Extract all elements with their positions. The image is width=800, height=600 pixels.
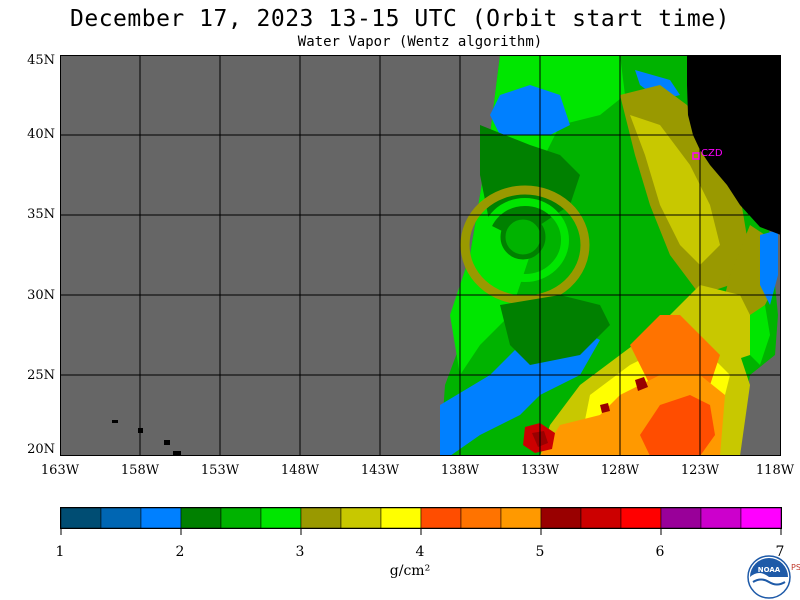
colorbar-swatch	[580, 507, 622, 529]
colorbar-swatch	[380, 507, 422, 529]
psl-letters: PSL	[791, 563, 800, 572]
colorbar-swatch	[740, 507, 782, 529]
lon-label-123w: 123W	[680, 463, 720, 478]
colorbar-tick-6: 6	[655, 544, 665, 560]
colorbar-tick-3: 3	[295, 544, 305, 560]
colorbar-swatch	[140, 507, 182, 529]
map-subtitle: Water Vapor (Wentz algorithm)	[297, 34, 543, 50]
color-scale-bar	[60, 507, 782, 535]
lat-label-35n: 35N	[27, 207, 55, 222]
lon-label-158w: 158W	[120, 463, 160, 478]
map-frame	[60, 55, 781, 456]
lat-label-30n: 30N	[27, 288, 55, 303]
noaa-logo: NOAA	[747, 555, 791, 599]
lon-label-148w: 148W	[280, 463, 320, 478]
colorbar-swatch	[500, 507, 542, 529]
colorbar-swatch	[100, 507, 142, 529]
colorbar-tick-1: 1	[55, 544, 65, 560]
colorbar-swatch	[660, 507, 702, 529]
colorbar-tick-5: 5	[535, 544, 545, 560]
colorbar-frame	[60, 507, 782, 529]
lon-label-133w: 133W	[520, 463, 560, 478]
lon-label-163w: 163W	[40, 463, 80, 478]
map-title: December 17, 2023 13-15 UTC (Orbit start…	[70, 6, 730, 32]
colorbar-units: g/cm²	[389, 563, 431, 579]
lat-label-20n: 20N	[27, 442, 55, 457]
graticule	[60, 55, 781, 456]
swirl-outer	[460, 185, 590, 305]
colorbar-tick-4: 4	[415, 544, 425, 560]
colorbar-swatch	[260, 507, 302, 529]
lon-label-118w: 118W	[755, 463, 795, 478]
swirl-middle	[481, 198, 569, 282]
colorbar-swatch	[620, 507, 662, 529]
colorbar-swatch	[700, 507, 742, 529]
lon-label-153w: 153W	[200, 463, 240, 478]
station-label: CZD	[701, 148, 723, 159]
water-vapor-map: CZD	[60, 55, 781, 456]
lat-label-45n: 45N	[27, 53, 55, 68]
colorbar-swatch	[220, 507, 262, 529]
colorbar-swatch	[60, 507, 102, 529]
colorbar-swatch	[540, 507, 582, 529]
swirl-inner	[500, 214, 546, 260]
station-marker	[692, 152, 700, 160]
colorbar-swatch	[340, 507, 382, 529]
colorbar-tick-2: 2	[175, 544, 185, 560]
lon-label-138w: 138W	[440, 463, 480, 478]
colorbar-swatch	[180, 507, 222, 529]
noaa-logo-text: NOAA	[758, 566, 781, 574]
lat-label-40n: 40N	[27, 127, 55, 142]
colorbar-swatch	[460, 507, 502, 529]
lon-label-128w: 128W	[600, 463, 640, 478]
lon-label-143w: 143W	[360, 463, 400, 478]
land-mass	[687, 55, 781, 235]
colorbar-swatch	[300, 507, 342, 529]
colorbar-tick-7: 7	[775, 544, 785, 560]
colorbar-swatch	[420, 507, 462, 529]
lat-label-25n: 25N	[27, 368, 55, 383]
